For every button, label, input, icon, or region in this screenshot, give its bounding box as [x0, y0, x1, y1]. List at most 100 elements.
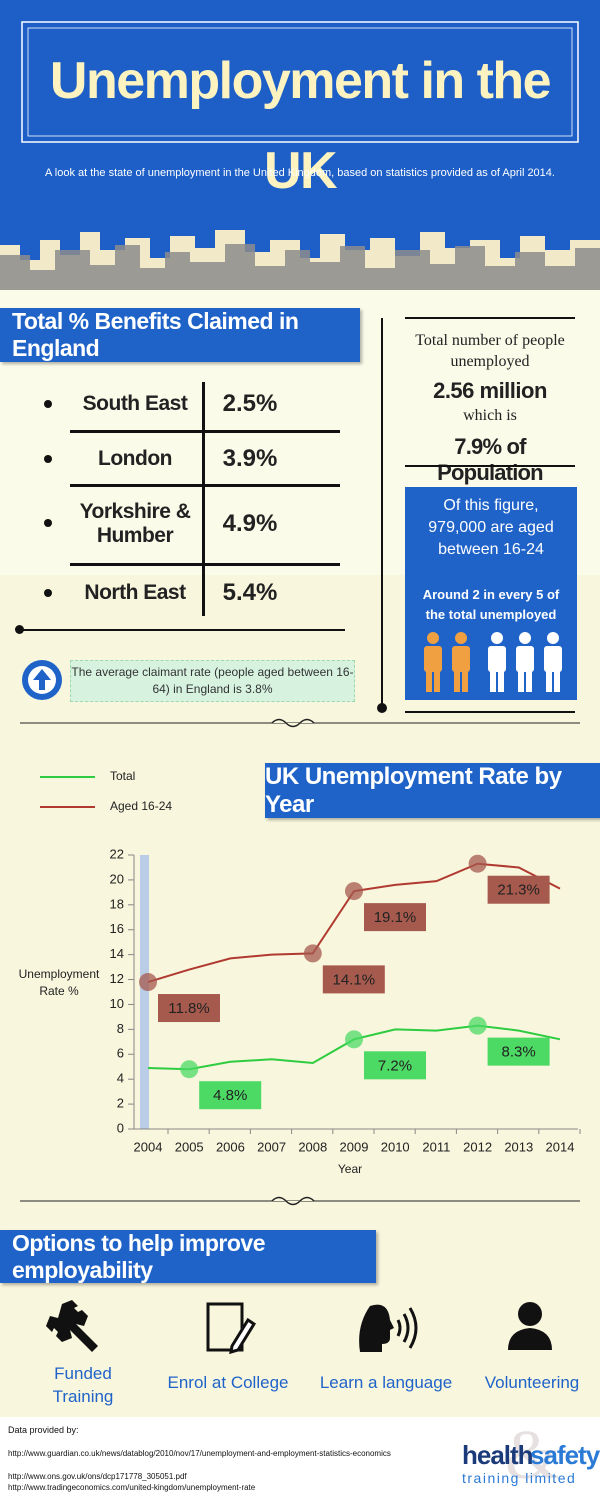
logo-amp: &	[505, 1417, 560, 1494]
stat-value: 2.56 million	[433, 378, 547, 403]
table-hline	[70, 484, 340, 487]
point-marker	[468, 1016, 487, 1035]
options-title: Options to help improve employability	[0, 1230, 376, 1283]
y-tick-label: 6	[117, 1046, 124, 1061]
option-label: Enrol at College	[167, 1373, 289, 1392]
rate: 3.9%	[222, 445, 278, 472]
note: The average claimant rate (people aged b…	[70, 660, 355, 702]
point-marker	[468, 854, 487, 873]
x-tick-label: 2006	[216, 1139, 245, 1154]
value-label: 19.1%	[374, 909, 417, 926]
x-tick-label: 2014	[546, 1139, 575, 1154]
ratio-text: Around 2 in every 5 of the total unemplo…	[422, 587, 560, 622]
people-icons	[424, 632, 562, 692]
value-label-bg	[364, 1051, 426, 1080]
bullet	[44, 400, 52, 408]
point-marker	[180, 1060, 199, 1079]
rate: 4.9%	[222, 510, 278, 537]
subtitle: A look at the state of unemployment in t…	[45, 167, 555, 179]
x-tick-label: 2007	[257, 1139, 286, 1154]
rule	[405, 317, 575, 319]
rate: 2.5%	[222, 390, 278, 417]
legend-label: Total	[110, 769, 135, 783]
x-tick-label: 2010	[381, 1139, 410, 1154]
axis-band	[140, 855, 149, 1129]
region: Yorkshire & Humber	[79, 500, 191, 547]
value-label-bg	[322, 965, 385, 994]
value-label-bg	[487, 875, 550, 904]
bullet	[44, 455, 52, 463]
value-label-bg	[487, 1037, 550, 1066]
table-hline	[70, 563, 340, 566]
x-tick-label: 2004	[134, 1139, 163, 1154]
point-marker	[139, 973, 157, 992]
value-label-bg	[158, 994, 220, 1023]
column-line	[381, 318, 383, 708]
bullet	[44, 519, 52, 527]
ornament-divider	[20, 718, 580, 728]
stat-text: Total number of people unemployed	[415, 332, 565, 370]
logo-health: health	[462, 1440, 534, 1470]
source: http://www.ons.gov.uk/ons/dcp171778_3050…	[8, 1472, 187, 1481]
value-label: 7.2%	[378, 1057, 412, 1074]
dot	[377, 703, 387, 713]
value-label: 14.1%	[333, 971, 376, 988]
region: South East	[82, 392, 188, 415]
logo-sub: training limited	[462, 1470, 577, 1486]
x-tick-label: 2008	[298, 1139, 327, 1154]
y-tick-label: 20	[110, 871, 124, 886]
dot	[15, 625, 24, 634]
x-tick-label: 2012	[463, 1139, 492, 1154]
x-tick-label: 2009	[340, 1139, 369, 1154]
y-tick-label: 10	[110, 996, 124, 1011]
region: North East	[84, 581, 186, 604]
point-marker	[303, 944, 322, 963]
rule	[405, 711, 575, 713]
ornament-divider	[20, 1196, 580, 1206]
y-tick-label: 2	[117, 1096, 124, 1111]
x-tick-label: 2011	[422, 1139, 450, 1154]
y-axis-label: Unemployment Rate %	[18, 967, 100, 998]
point-marker	[345, 882, 363, 901]
bullet	[44, 589, 52, 597]
y-tick-label: 0	[117, 1120, 124, 1135]
y-tick-label: 18	[110, 896, 124, 911]
stat-value: 7.9% of Population	[437, 434, 543, 485]
source: http://www.guardian.co.uk/news/datablog/…	[8, 1449, 391, 1458]
legend-label: Aged 16-24	[110, 799, 172, 813]
stat-text: which is	[463, 407, 517, 424]
value-label: 4.8%	[213, 1087, 247, 1104]
y-tick-label: 4	[117, 1071, 124, 1086]
option-label: Learn a language	[319, 1373, 453, 1392]
value-label: 21.3%	[497, 882, 540, 899]
table-hline	[70, 430, 340, 433]
line-chart: 0 2 4 6 8 10 12 14 16 18 20 22 2004 2005 2006 2007 2008 2…	[40, 769, 581, 1154]
value-label: 8.3%	[501, 1044, 535, 1061]
young-text: Of this figure, 979,000 are aged between…	[428, 497, 554, 558]
rule	[405, 465, 575, 467]
chart-title: UK Unemployment Rate by Year	[265, 763, 600, 818]
table-vline	[202, 382, 205, 616]
up-icon	[22, 660, 62, 700]
divider	[20, 629, 345, 631]
title: Unemployment in the UK	[49, 52, 552, 200]
y-tick-label: 14	[110, 946, 124, 961]
x-tick-label: 2005	[175, 1139, 204, 1154]
rate: 5.4%	[222, 579, 278, 606]
benefits-title: Total % Benefits Claimed in England	[0, 308, 360, 362]
option-icons	[46, 1300, 552, 1355]
footer-bg	[0, 1417, 430, 1500]
y-tick-label: 16	[110, 921, 124, 936]
option-label: Volunteering	[484, 1373, 580, 1392]
x-tick-label: 2013	[504, 1139, 533, 1154]
y-tick-label: 12	[110, 971, 124, 986]
value-label: 11.8%	[168, 1000, 209, 1017]
value-label-bg	[364, 903, 426, 932]
source-heading: Data provided by:	[8, 1425, 79, 1435]
value-label-bg	[199, 1081, 262, 1110]
option-label: Funded Training	[52, 1364, 114, 1406]
source: http://www.tradingeconomics.com/united-k…	[8, 1483, 256, 1492]
y-tick-label: 22	[110, 846, 124, 861]
x-axis-label: Year	[337, 1162, 363, 1176]
